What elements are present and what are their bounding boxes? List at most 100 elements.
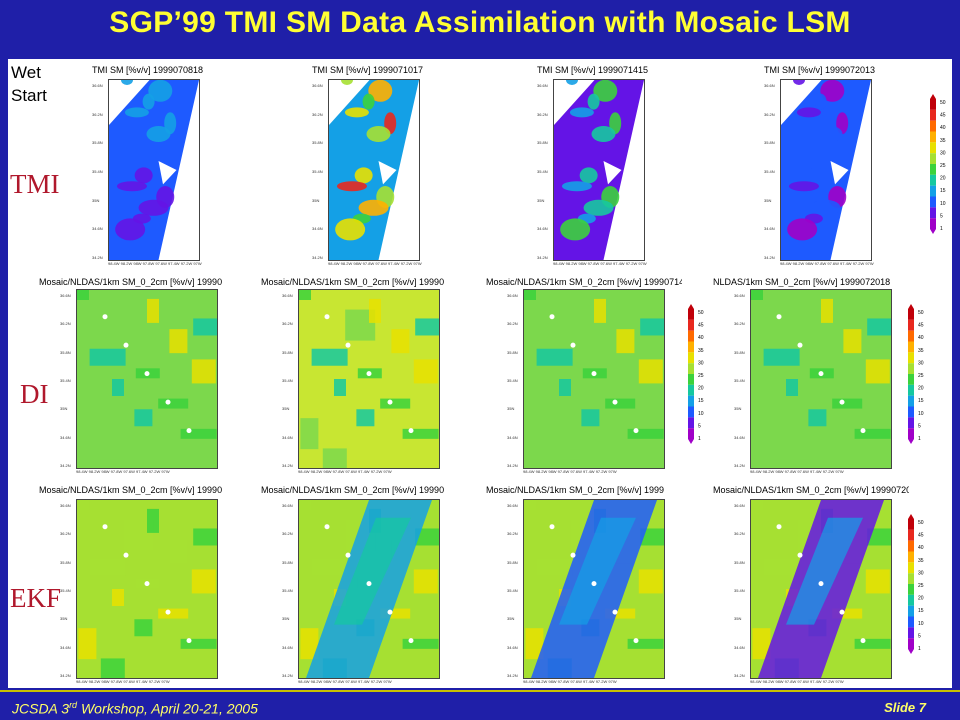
- lat-tick: 35.4N: [282, 588, 293, 593]
- lat-tick: 36.2N: [92, 111, 103, 117]
- soil-moisture-map-r1-c0: [76, 289, 218, 469]
- colorbar-tick: 35: [940, 138, 946, 144]
- colorbar-tick: 35: [918, 348, 924, 354]
- lat-tick: 34.2N: [734, 463, 745, 468]
- map-title-r1-c3: NLDAS/1km SM_0_2cm [%v/v] 1999072018: [713, 277, 891, 287]
- colorbar-tick: 1: [918, 436, 921, 442]
- lat-tick: 35.4N: [60, 378, 71, 383]
- soil-moisture-map-r1-c3: [750, 289, 892, 469]
- lat-tick: 35.4N: [92, 169, 103, 174]
- lon-ticks: 98.4W 98.2W 98W 97.8W 97.6W 97.4W 97.2W …: [780, 261, 874, 266]
- colorbar-tick: 10: [918, 411, 924, 417]
- lon-ticks: 98.4W 98.2W 98W 97.8W 97.6W 97.4W 97.2W …: [76, 469, 170, 474]
- lat-tick: 35.8N: [734, 559, 745, 565]
- lat-tick: 36.2N: [507, 531, 518, 537]
- lat-tick: 35.4N: [312, 169, 323, 174]
- map-title-r1-c2: Mosaic/NLDAS/1km SM_0_2cm [%v/v] 1999071…: [486, 277, 682, 287]
- colorbar-tick: 20: [698, 386, 704, 392]
- colorbar-legend-2: 50 45 40 35 30 25 20 15 10 5 1: [906, 304, 936, 449]
- colorbar-tick: 20: [940, 176, 946, 182]
- colorbar-tick: 25: [918, 583, 924, 589]
- map-title-r0-c3: TMI SM [%v/v] 1999072013: [764, 65, 876, 75]
- lat-tick: 34.6N: [537, 226, 548, 232]
- colorbar-tick: 1: [940, 226, 943, 232]
- colorbar-tick: 45: [940, 113, 946, 119]
- soil-moisture-map-r0-c3: [780, 79, 872, 261]
- soil-moisture-map-r0-c2: [553, 79, 645, 261]
- colorbar-tick: 1: [698, 436, 701, 442]
- lat-tick: 36.6N: [734, 293, 745, 298]
- colorbar-tick: 40: [940, 125, 946, 131]
- lon-ticks: 98.4W 98.2W 98W 97.8W 97.6W 97.4W 97.2W …: [523, 679, 617, 684]
- colorbar-tick: 50: [918, 310, 924, 316]
- lat-tick: 34.2N: [507, 673, 518, 678]
- lat-tick: 36.6N: [734, 503, 745, 508]
- start-label: Start: [11, 86, 47, 105]
- colorbar-tick: 30: [918, 360, 924, 366]
- map-title-r2-c1: Mosaic/NLDAS/1km SM_0_2cm [%v/v] 19990: [261, 485, 445, 495]
- colorbar-tick: 15: [940, 188, 946, 194]
- lon-ticks: 98.4W 98.2W 98W 97.8W 97.6W 97.4W 97.2W …: [523, 469, 617, 474]
- colorbar-tick: 15: [918, 608, 924, 614]
- lat-tick: 35.4N: [507, 588, 518, 593]
- colorbar-tick: 5: [698, 423, 701, 429]
- row-label-ekf: EKF: [10, 583, 62, 613]
- lat-tick: 36.2N: [282, 531, 293, 537]
- soil-moisture-map-r0-c1: [328, 79, 420, 261]
- lat-tick: 34.2N: [537, 255, 548, 260]
- lat-tick: 34.6N: [734, 644, 745, 650]
- lat-tick: 36.6N: [282, 503, 293, 508]
- lon-ticks: 98.4W 98.2W 98W 97.8W 97.6W 97.4W 97.2W …: [750, 679, 844, 684]
- map-title-r1-c0: Mosaic/NLDAS/1km SM_0_2cm [%v/v] 19990: [39, 277, 223, 287]
- lat-tick: 36.6N: [92, 83, 103, 88]
- lat-tick: 36.2N: [764, 111, 775, 117]
- lat-tick: 35.8N: [60, 559, 71, 565]
- lat-tick: 35.4N: [734, 588, 745, 593]
- lon-ticks: 98.4W 98.2W 98W 97.8W 97.6W 97.4W 97.2W …: [298, 679, 392, 684]
- colorbar-tick: 30: [698, 360, 704, 366]
- lat-tick: 36.2N: [60, 531, 71, 537]
- lat-tick: 35N: [60, 406, 68, 412]
- lat-tick: 34.6N: [92, 226, 103, 232]
- map-title-r1-c1: Mosaic/NLDAS/1km SM_0_2cm [%v/v] 19990: [261, 277, 445, 287]
- lat-tick: 36.2N: [507, 321, 518, 327]
- footer-left-text: JCSDA 3: [12, 700, 70, 717]
- footer-superscript: rd: [69, 700, 78, 710]
- lat-tick: 34.6N: [60, 434, 71, 440]
- soil-moisture-map-r1-c1: [298, 289, 440, 469]
- colorbar-tick: 50: [940, 100, 946, 106]
- lat-tick: 36.6N: [507, 503, 518, 508]
- colorbar-tick: 45: [698, 323, 704, 329]
- lon-ticks: 98.4W 98.2W 98W 97.8W 97.6W 97.4W 97.2W …: [328, 261, 422, 266]
- soil-moisture-map-r2-c2: [523, 499, 665, 679]
- lat-tick: 36.6N: [60, 293, 71, 298]
- lat-tick: 34.6N: [282, 434, 293, 440]
- lat-tick: 35N: [282, 616, 290, 622]
- lat-tick: 34.2N: [60, 673, 71, 678]
- lat-tick: 35.8N: [312, 140, 323, 146]
- lat-tick: 34.6N: [507, 644, 518, 650]
- lat-tick: 35N: [92, 197, 100, 203]
- lat-tick: 34.2N: [764, 255, 775, 260]
- lat-tick: 35N: [312, 197, 320, 203]
- lat-tick: 35.8N: [537, 140, 548, 146]
- soil-moisture-map-r2-c1: [298, 499, 440, 679]
- footer-divider: [0, 690, 960, 692]
- wet-label: Wet: [11, 63, 41, 82]
- lat-tick: 34.6N: [60, 644, 71, 650]
- colorbar-tick: 20: [918, 386, 924, 392]
- colorbar-tick: 40: [918, 545, 924, 551]
- colorbar-legend-1: 50 45 40 35 30 25 20 15 10 5 1: [686, 304, 716, 449]
- lat-tick: 36.2N: [734, 531, 745, 537]
- lat-tick: 34.2N: [507, 463, 518, 468]
- lat-tick: 35N: [734, 616, 742, 622]
- lat-tick: 34.2N: [92, 255, 103, 260]
- lat-tick: 35N: [507, 616, 515, 622]
- lat-tick: 35.4N: [734, 378, 745, 383]
- lat-tick: 35.8N: [60, 349, 71, 355]
- lat-tick: 35.8N: [282, 559, 293, 565]
- colorbar-tick: 15: [918, 398, 924, 404]
- lat-tick: 35.8N: [507, 349, 518, 355]
- lat-tick: 34.6N: [507, 434, 518, 440]
- map-title-r0-c2: TMI SM [%v/v] 1999071415: [537, 65, 649, 75]
